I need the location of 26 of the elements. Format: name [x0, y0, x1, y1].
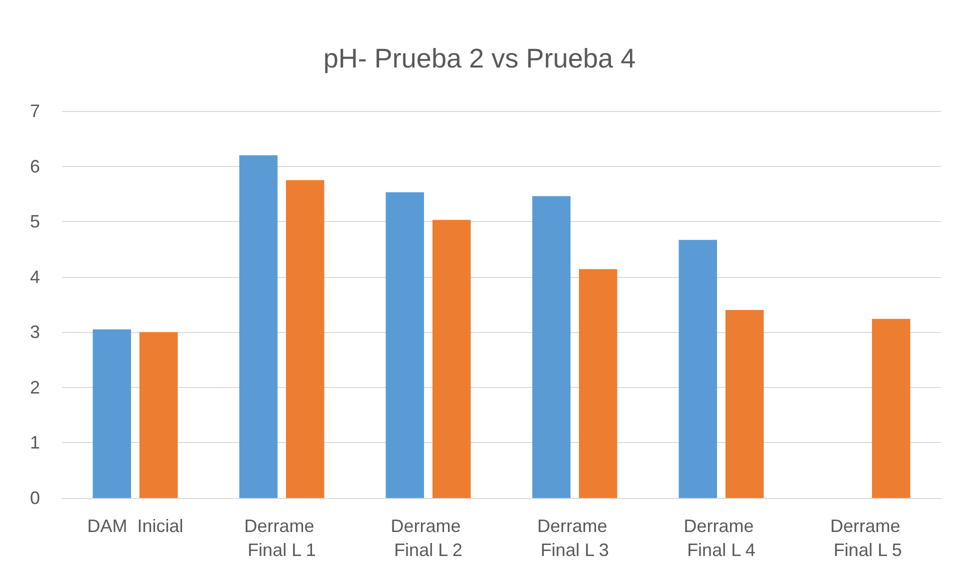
y-tick-label: 3 [30, 322, 40, 342]
y-tick-label: 1 [30, 432, 40, 453]
bar [532, 196, 571, 498]
bar [139, 332, 178, 498]
bar [678, 240, 718, 498]
bar [239, 155, 278, 498]
bar [578, 269, 618, 498]
x-tick-label: Derrame Final L 4 [684, 516, 759, 560]
bar [872, 318, 910, 498]
bar [386, 192, 424, 498]
y-tick-label: 2 [30, 377, 40, 398]
chart-title: pH- Prueba 2 vs Prueba 4 [323, 44, 636, 74]
x-tick-label: Derrame Final L 1 [244, 516, 320, 560]
y-tick-label: 7 [30, 101, 40, 121]
bar [92, 329, 132, 498]
x-tick-label: Derrame Final L 5 [830, 516, 906, 560]
y-tick-label: 5 [30, 212, 40, 232]
y-tick-label: 0 [30, 488, 40, 508]
bar [286, 180, 324, 498]
bar [725, 310, 764, 498]
x-tick-label: Derrame Final L 2 [390, 516, 466, 560]
x-tick-label: Derrame Final L 3 [537, 516, 612, 560]
x-tick-label: DAM Inicial [87, 516, 184, 536]
bar [432, 220, 471, 498]
y-tick-label: 4 [30, 266, 40, 287]
y-tick-label: 6 [30, 156, 40, 176]
